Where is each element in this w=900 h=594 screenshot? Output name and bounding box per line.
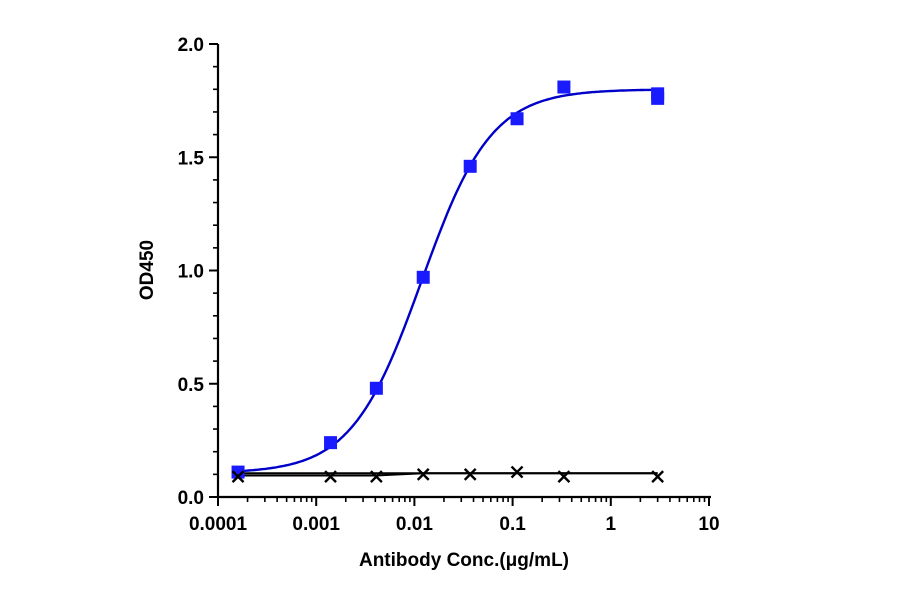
data-point-square	[231, 465, 245, 479]
data-point-square	[324, 436, 338, 450]
data-point-x	[324, 470, 337, 483]
x-tick-label: 0.1	[499, 514, 526, 535]
y-axis: 0.0 0.5 1.0 1.5 2.0	[178, 35, 220, 509]
x-axis: 0.0001 0.001 0.01 0.1 1 10	[189, 495, 720, 535]
data-point-x	[463, 468, 477, 481]
data-point-x	[370, 470, 383, 483]
y-tick-label: 1.0	[178, 262, 204, 283]
plot-area	[231, 80, 665, 483]
data-point-x	[231, 470, 245, 483]
data-point-square	[416, 270, 430, 284]
data-point-x	[416, 468, 430, 481]
data-point-x	[651, 470, 665, 483]
x-tick-label: 1	[606, 514, 617, 535]
data-point-square	[463, 159, 477, 173]
data-point-square	[510, 112, 524, 126]
y-ticks: 0.0 0.5 1.0 1.5 2.0	[178, 35, 218, 509]
y-tick-label: 2.0	[178, 35, 204, 56]
fit-curve-antibody	[237, 88, 658, 473]
data-point-square	[557, 80, 571, 94]
x-tick-label: 0.001	[292, 514, 340, 535]
data-point-square	[651, 91, 665, 105]
x-tick-label: 10	[698, 514, 719, 535]
data-point-x	[557, 470, 571, 483]
data-point-square	[369, 381, 383, 395]
x-axis-title: Antibody Conc.(μg/mL)	[359, 550, 569, 571]
y-axis-title: OD450	[137, 240, 158, 300]
y-tick-label: 0.5	[178, 375, 205, 396]
data-point-x	[510, 465, 524, 479]
y-tick-label: 0.0	[178, 488, 204, 509]
x-ticks: 0.0001 0.001 0.01 0.1 1 10	[189, 497, 720, 535]
y-tick-label: 1.5	[178, 148, 205, 169]
x-tick-label: 0.01	[396, 514, 433, 535]
x-tick-label: 0.0001	[189, 514, 248, 535]
